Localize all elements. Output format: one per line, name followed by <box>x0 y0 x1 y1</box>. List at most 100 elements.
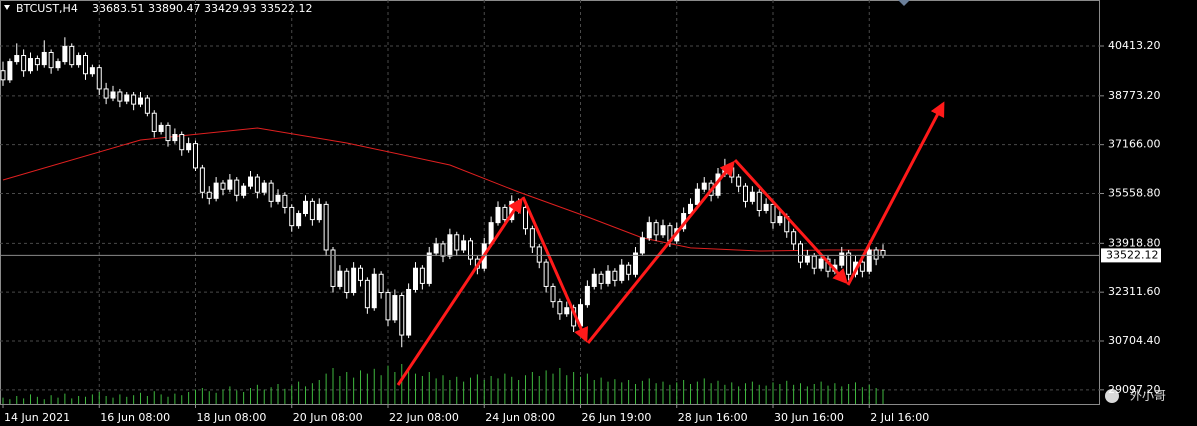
candle-body <box>330 249 336 287</box>
candle-body <box>612 270 618 281</box>
y-tick-label: 37166.00 <box>1108 138 1161 151</box>
grid <box>0 0 1100 404</box>
candle-body <box>653 222 659 236</box>
candle-body <box>660 225 666 236</box>
y-tick-label: 32311.60 <box>1108 285 1161 298</box>
candle-body <box>468 240 473 260</box>
candle-body <box>385 292 391 321</box>
x-tick-label: 30 Jun 16:00 <box>774 411 844 424</box>
price-label: 33522.12 <box>1106 248 1159 261</box>
candle-body <box>791 231 797 245</box>
annotation-arrow <box>521 196 589 343</box>
candle-body <box>227 179 233 190</box>
candle-body <box>165 124 171 142</box>
candle-body <box>729 167 735 178</box>
watermark-icon <box>1105 389 1119 403</box>
candle-body <box>811 255 817 269</box>
candle-body <box>55 61 61 69</box>
y-tick-label: 29097.20 <box>1108 383 1161 396</box>
candle-body <box>124 94 130 102</box>
y-tick-label: 38773.20 <box>1108 89 1161 102</box>
annotation-arrow <box>586 160 735 344</box>
candle-body <box>818 258 824 269</box>
candle-body <box>158 124 164 132</box>
candle-body <box>48 51 54 69</box>
candle-body <box>76 55 82 66</box>
candle-body <box>550 285 556 303</box>
candle-body <box>447 234 453 257</box>
x-tick-label: 20 Jun 08:00 <box>293 411 363 424</box>
candle-body <box>261 182 267 193</box>
candle-body <box>144 97 150 114</box>
candle-body <box>254 176 260 193</box>
annotation-arrow <box>846 101 945 286</box>
candle-body <box>461 240 467 251</box>
candle-body <box>440 243 446 257</box>
candle-body <box>220 182 226 190</box>
candle-body <box>633 252 638 275</box>
candle-body <box>564 307 570 315</box>
trend-annotation <box>396 101 945 386</box>
candle-body <box>770 203 776 224</box>
candle-body <box>193 143 198 169</box>
candle-body <box>543 261 549 287</box>
candle-body <box>309 200 315 221</box>
y-tick-label: 40413.20 <box>1108 39 1161 52</box>
candle-body <box>523 206 528 230</box>
candle-body <box>749 191 755 202</box>
candle-body <box>0 70 6 81</box>
candle-body <box>646 222 652 239</box>
candle-body <box>303 200 308 215</box>
candle-body <box>186 143 192 151</box>
candle-body <box>392 295 398 321</box>
scroll-marker <box>898 0 910 6</box>
high-value: 33890.47 <box>148 2 201 15</box>
candle-body <box>639 237 645 254</box>
candle-body <box>756 191 762 211</box>
x-tick-label: 16 Jun 08:00 <box>100 411 170 424</box>
candle-body <box>701 182 707 190</box>
candle-body <box>131 94 137 105</box>
annotation-arrow <box>733 158 849 285</box>
candle-body <box>138 97 143 105</box>
candle-body <box>495 206 501 224</box>
candle-body <box>289 206 295 227</box>
candle-body <box>399 295 405 336</box>
open-value: 33683.51 <box>92 2 145 15</box>
candle-body <box>172 134 178 142</box>
candle-body <box>89 67 95 75</box>
candle-body <box>584 285 590 306</box>
candle-body <box>736 176 742 187</box>
x-tick-label: 28 Jun 16:00 <box>678 411 748 424</box>
candle-body <box>241 185 247 196</box>
candle-body <box>103 88 109 99</box>
candle-body <box>598 273 604 284</box>
price-label-box <box>1101 248 1161 263</box>
candle-body <box>206 191 212 199</box>
close-value: 33522.12 <box>260 2 313 15</box>
candle-body <box>151 112 157 132</box>
candle-body <box>454 234 460 251</box>
symbol: BTCUST,H4 <box>16 2 78 15</box>
candle-body <box>433 243 439 254</box>
candle-body <box>419 267 425 284</box>
y-tick-label: 30704.40 <box>1108 334 1161 347</box>
candle-body <box>248 176 253 187</box>
candle-body <box>378 273 384 294</box>
candle-body <box>529 228 535 248</box>
candle-body <box>110 91 116 99</box>
candle-body <box>14 55 20 63</box>
y-tick-label: 35558.80 <box>1108 186 1161 199</box>
candle-body <box>839 252 845 266</box>
x-tick-label: 2 Jul 16:00 <box>870 411 929 424</box>
candle-body <box>21 55 27 72</box>
moving-average <box>2 127 883 252</box>
candle-body <box>83 55 88 75</box>
candle-body <box>179 134 185 151</box>
candle-body <box>323 203 329 251</box>
candle-body <box>804 255 810 263</box>
candle-body <box>275 194 281 202</box>
annotation-arrow <box>396 197 523 386</box>
